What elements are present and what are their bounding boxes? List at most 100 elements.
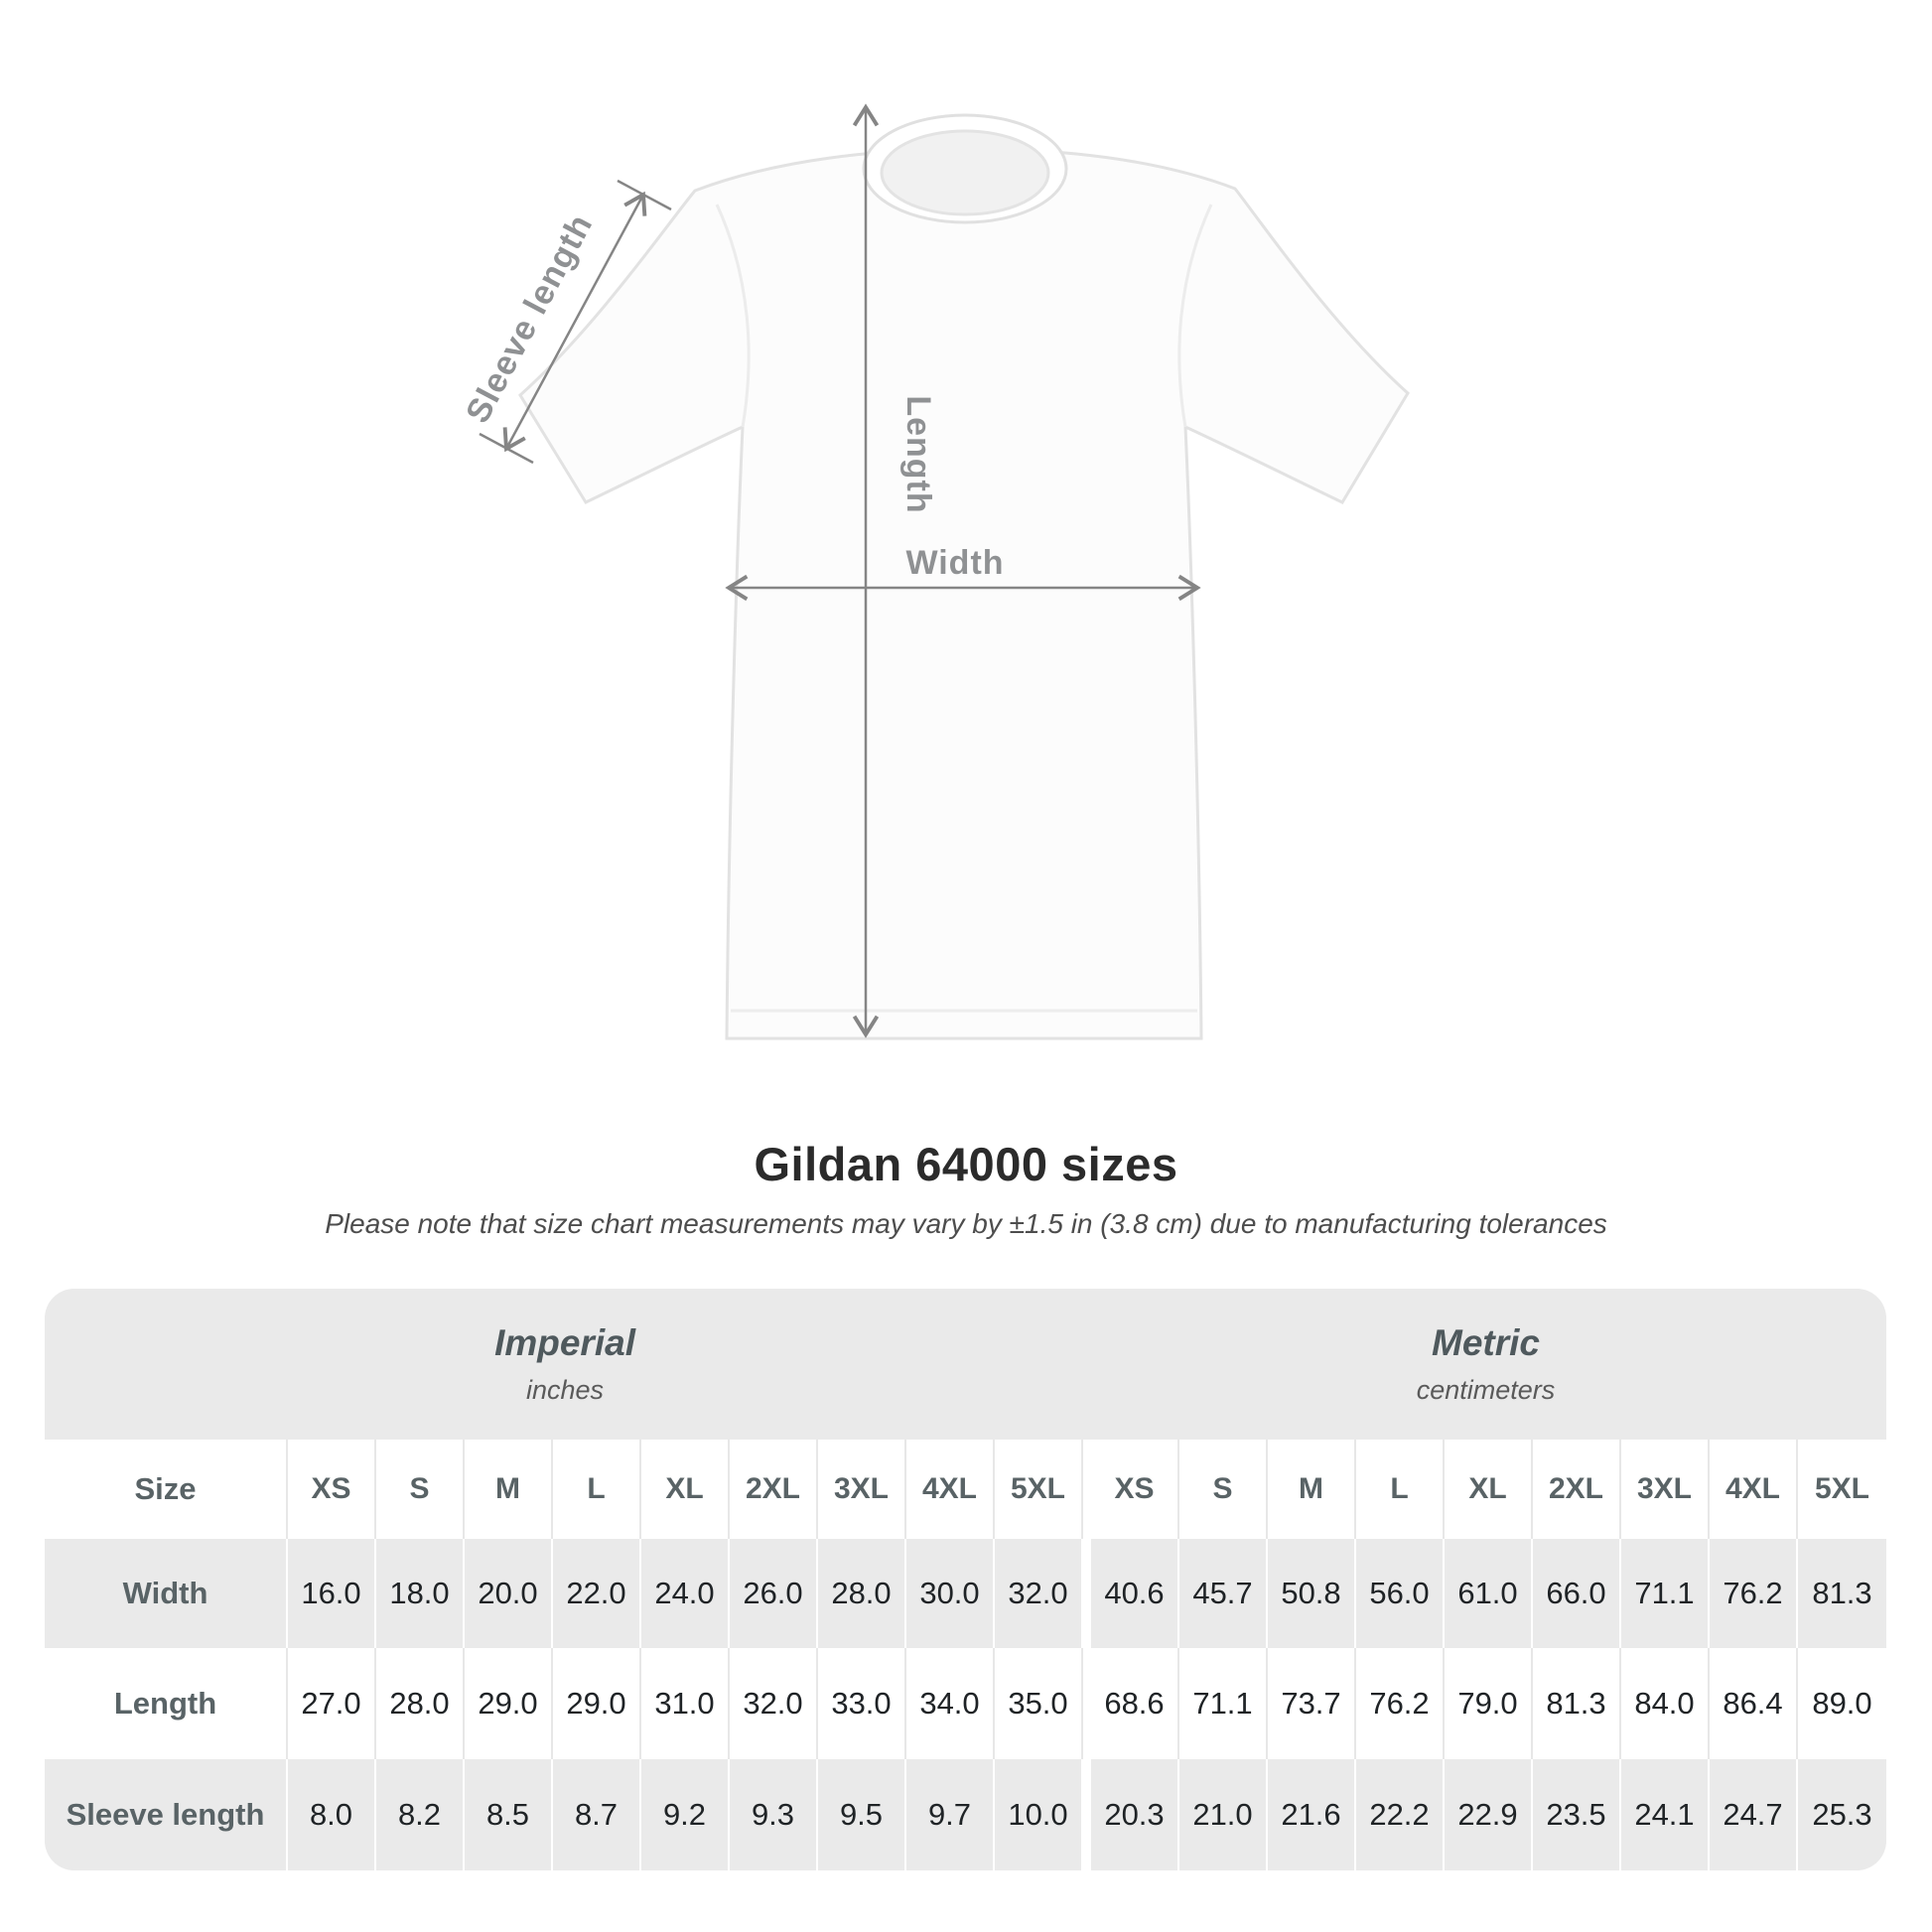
- size-header-metric-m: M: [1268, 1440, 1356, 1539]
- left-armhole-seam: [715, 204, 751, 428]
- sleeve-metric-2xl: 23.5: [1533, 1759, 1621, 1870]
- metric-header-group: Metric centimeters: [1085, 1289, 1886, 1440]
- sleeve-metric-l: 22.2: [1356, 1759, 1445, 1870]
- length-imperial-xl: 31.0: [641, 1648, 730, 1759]
- imperial-header-group: Imperial inches: [45, 1289, 1085, 1440]
- size-header-metric-l: L: [1356, 1440, 1445, 1539]
- width-metric-xs: 40.6: [1091, 1539, 1179, 1648]
- tshirt-shape: [518, 147, 1410, 1040]
- length-label: Length: [899, 395, 937, 513]
- sleeve-metric-xl: 22.9: [1445, 1759, 1533, 1870]
- length-imperial-l: 29.0: [553, 1648, 641, 1759]
- metric-header: Metric: [1432, 1322, 1541, 1363]
- sleeve-imperial-3xl: 9.5: [818, 1759, 906, 1870]
- size-column-header: Size: [45, 1440, 288, 1539]
- tshirt-measurement-diagram: Sleeve length Length Width: [459, 103, 1410, 1040]
- unit-divider: [1083, 1759, 1091, 1870]
- size-header-imperial-l: L: [553, 1440, 641, 1539]
- size-table: Imperial inches Metric centimeters Size …: [45, 1289, 1886, 1870]
- row-label-length: Length: [45, 1648, 288, 1759]
- size-header-imperial-3xl: 3XL: [818, 1440, 906, 1539]
- size-header-imperial-m: M: [465, 1440, 553, 1539]
- length-imperial-4xl: 34.0: [906, 1648, 995, 1759]
- sleeve-metric-3xl: 24.1: [1621, 1759, 1710, 1870]
- right-armhole-seam: [1177, 204, 1213, 428]
- tolerance-note: Please note that size chart measurements…: [325, 1208, 1607, 1239]
- width-metric-s: 45.7: [1179, 1539, 1268, 1648]
- sleeve-imperial-xs: 8.0: [288, 1759, 376, 1870]
- sleeve-metric-s: 21.0: [1179, 1759, 1268, 1870]
- metric-unit: centimeters: [1416, 1375, 1556, 1405]
- length-metric-5xl: 89.0: [1798, 1648, 1886, 1759]
- sleeve-metric-5xl: 25.3: [1798, 1759, 1886, 1870]
- tshirt-illustration: Sleeve length Length Width: [459, 103, 1410, 1040]
- sleeve-imperial-xl: 9.2: [641, 1759, 730, 1870]
- width-imperial-m: 20.0: [465, 1539, 553, 1648]
- length-imperial-s: 28.0: [376, 1648, 465, 1759]
- width-imperial-5xl: 32.0: [995, 1539, 1083, 1648]
- width-metric-xl: 61.0: [1445, 1539, 1533, 1648]
- table-row-width: Width 16.0 18.0 20.0 22.0 24.0 26.0 28.0…: [45, 1539, 1886, 1648]
- width-imperial-s: 18.0: [376, 1539, 465, 1648]
- length-metric-3xl: 84.0: [1621, 1648, 1710, 1759]
- row-label-sleeve-length: Sleeve length: [45, 1759, 288, 1870]
- size-header-metric-xl: XL: [1445, 1440, 1533, 1539]
- length-metric-xs: 68.6: [1091, 1648, 1179, 1759]
- sleeve-dimension-cap-top: [617, 179, 672, 211]
- length-metric-l: 76.2: [1356, 1648, 1445, 1759]
- length-imperial-xs: 27.0: [288, 1648, 376, 1759]
- sleeve-imperial-4xl: 9.7: [906, 1759, 995, 1870]
- size-header-imperial-2xl: 2XL: [730, 1440, 818, 1539]
- width-label: Width: [905, 544, 1004, 582]
- length-metric-s: 71.1: [1179, 1648, 1268, 1759]
- width-metric-5xl: 81.3: [1798, 1539, 1886, 1648]
- width-metric-l: 56.0: [1356, 1539, 1445, 1648]
- sleeve-metric-m: 21.6: [1268, 1759, 1356, 1870]
- page-title: Gildan 64000 sizes: [754, 1138, 1178, 1190]
- length-imperial-3xl: 33.0: [818, 1648, 906, 1759]
- length-imperial-5xl: 35.0: [995, 1648, 1083, 1759]
- width-metric-m: 50.8: [1268, 1539, 1356, 1648]
- width-imperial-4xl: 30.0: [906, 1539, 995, 1648]
- size-header-metric-xs: XS: [1091, 1440, 1179, 1539]
- unit-divider: [1083, 1539, 1091, 1648]
- length-imperial-m: 29.0: [465, 1648, 553, 1759]
- width-metric-3xl: 71.1: [1621, 1539, 1710, 1648]
- sleeve-imperial-s: 8.2: [376, 1759, 465, 1870]
- sleeve-dimension-line: [502, 191, 647, 453]
- size-header-imperial-s: S: [376, 1440, 465, 1539]
- sleeve-metric-xs: 20.3: [1091, 1759, 1179, 1870]
- width-metric-2xl: 66.0: [1533, 1539, 1621, 1648]
- table-row-size-headers: Size XS S M L XL 2XL 3XL 4XL 5XL XS S M …: [45, 1440, 1886, 1539]
- length-metric-m: 73.7: [1268, 1648, 1356, 1759]
- sleeve-imperial-l: 8.7: [553, 1759, 641, 1870]
- sleeve-metric-4xl: 24.7: [1710, 1759, 1798, 1870]
- length-metric-xl: 79.0: [1445, 1648, 1533, 1759]
- width-imperial-2xl: 26.0: [730, 1539, 818, 1648]
- row-label-width: Width: [45, 1539, 288, 1648]
- width-imperial-xs: 16.0: [288, 1539, 376, 1648]
- length-metric-4xl: 86.4: [1710, 1648, 1798, 1759]
- size-header-imperial-xl: XL: [641, 1440, 730, 1539]
- imperial-unit: inches: [526, 1375, 605, 1405]
- table-header-band: Imperial inches Metric centimeters: [45, 1289, 1886, 1440]
- sleeve-dimension-cap-bottom: [479, 432, 534, 465]
- sleeve-imperial-m: 8.5: [465, 1759, 553, 1870]
- table-row-sleeve-length: Sleeve length 8.0 8.2 8.5 8.7 9.2 9.3 9.…: [45, 1759, 1886, 1870]
- size-header-metric-2xl: 2XL: [1533, 1440, 1621, 1539]
- collar-neck-hole: [880, 129, 1050, 216]
- size-header-metric-4xl: 4XL: [1710, 1440, 1798, 1539]
- size-header-metric-5xl: 5XL: [1798, 1440, 1886, 1539]
- width-imperial-xl: 24.0: [641, 1539, 730, 1648]
- imperial-header: Imperial: [494, 1322, 635, 1363]
- size-header-metric-3xl: 3XL: [1621, 1440, 1710, 1539]
- table-row-length: Length 27.0 28.0 29.0 29.0 31.0 32.0 33.…: [45, 1648, 1886, 1759]
- sleeve-imperial-2xl: 9.3: [730, 1759, 818, 1870]
- width-imperial-3xl: 28.0: [818, 1539, 906, 1648]
- unit-divider: [1083, 1440, 1091, 1539]
- sleeve-imperial-5xl: 10.0: [995, 1759, 1083, 1870]
- size-header-imperial-5xl: 5XL: [995, 1440, 1083, 1539]
- size-header-metric-s: S: [1179, 1440, 1268, 1539]
- heading: Gildan 64000 sizes Please note that size…: [0, 1137, 1932, 1240]
- length-imperial-2xl: 32.0: [730, 1648, 818, 1759]
